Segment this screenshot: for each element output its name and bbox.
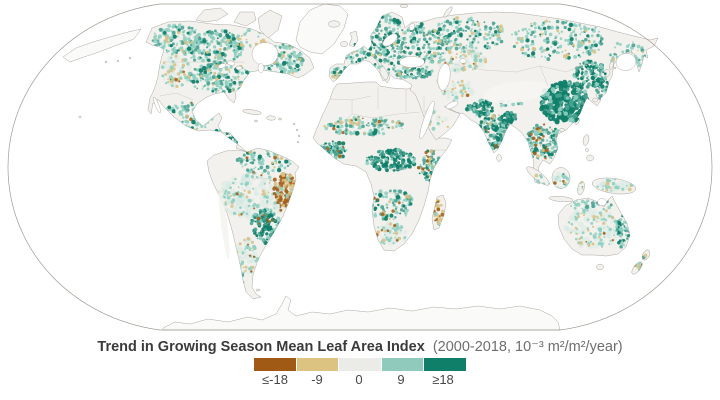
island: [496, 154, 502, 162]
island: [116, 59, 120, 63]
island: [586, 154, 594, 162]
world-map: [7, 3, 713, 331]
great-lake-1: [217, 63, 227, 69]
baffin-island: [257, 9, 283, 39]
black-sea: [399, 56, 425, 68]
projection-outline: [7, 3, 713, 331]
legend-swatch-5: [424, 358, 466, 371]
island: [559, 127, 565, 133]
island: [266, 115, 276, 121]
island: [399, 4, 409, 8]
sea-of-okhotsk: [615, 53, 637, 71]
island: [327, 20, 341, 28]
legend-label-5: ≥18: [432, 372, 454, 387]
map-title: Trend in Growing Season Mean Leaf Area I…: [0, 338, 720, 356]
island: [242, 109, 262, 115]
legend-label-1: ≤-18: [262, 372, 288, 387]
baltic-sea: [382, 33, 398, 47]
legend-label-2: -9: [311, 372, 323, 387]
canadian-archipelago-mid: [233, 11, 257, 27]
island: [585, 148, 589, 152]
island: [253, 119, 259, 123]
island: [582, 134, 590, 146]
legend-label-4: 9: [397, 372, 405, 387]
island: [548, 195, 574, 203]
canadian-archipelago-west: [195, 7, 229, 23]
gulf-of-carpentaria: [597, 198, 607, 206]
tibetan-plateau: [483, 80, 549, 104]
gulf-of-california: [153, 96, 161, 114]
island: [296, 140, 300, 144]
island: [592, 97, 598, 103]
legend-swatch-4: [381, 358, 424, 371]
great-lake-3: [235, 65, 243, 71]
james-bay: [257, 63, 265, 73]
island: [596, 263, 604, 271]
water-bodies-layer: [153, 23, 637, 206]
aral-sea: [459, 58, 467, 64]
island: [292, 122, 296, 126]
island: [443, 6, 453, 18]
island: [128, 56, 132, 60]
legend-swatch-2: [296, 358, 339, 371]
island: [104, 60, 108, 64]
antarctica: [162, 295, 561, 331]
island: [613, 66, 617, 70]
island: [295, 128, 299, 132]
island: [340, 40, 348, 48]
map-title-detail: (2000-2018, 10⁻³ m²/m²/year): [432, 339, 623, 355]
caspian-sea: [437, 63, 451, 91]
chukotka-sliver: [62, 28, 142, 63]
greenland: [295, 3, 349, 55]
island: [78, 115, 82, 119]
map-title-main: Trend in Growing Season Mean Leaf Area I…: [97, 339, 425, 355]
legend-swatch-3: [339, 358, 381, 371]
island: [631, 261, 643, 275]
island: [297, 134, 301, 138]
white-sea: [408, 23, 416, 31]
island: [255, 288, 261, 292]
red-sea: [419, 100, 435, 140]
island: [277, 117, 283, 121]
legend-labels: ≤-18 -9 0 9 ≥18: [254, 372, 466, 387]
united-kingdom: [348, 30, 359, 48]
map-legend: ≤-18 -9 0 9 ≥18: [254, 358, 466, 387]
legend-color-bar: [254, 358, 466, 371]
country-borders: [159, 33, 591, 227]
relief-patch-layer: [218, 80, 549, 260]
legend-swatch-1: [254, 358, 296, 371]
hudson-bay: [251, 42, 279, 66]
legend-label-3: 0: [355, 372, 363, 387]
andes: [218, 184, 230, 260]
persian-gulf: [445, 100, 459, 110]
